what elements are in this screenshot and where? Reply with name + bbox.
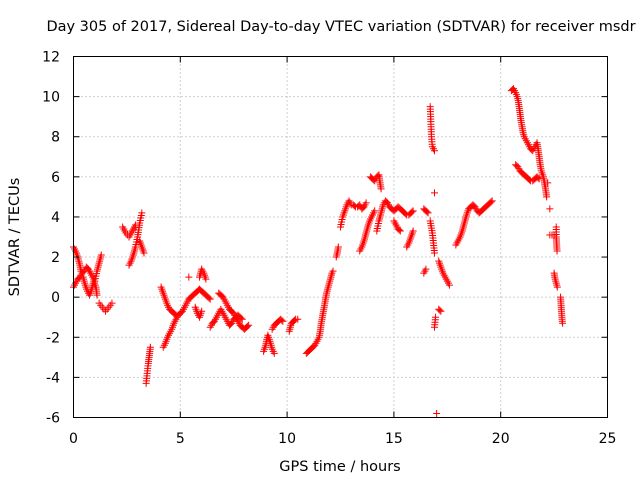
data-point-marker bbox=[174, 311, 182, 319]
data-point-marker bbox=[430, 249, 438, 257]
data-point-marker bbox=[395, 226, 403, 234]
y-tick-labels: -6 -4 -2 0 2 4 6 8 10 12 bbox=[42, 50, 60, 427]
data-point-marker bbox=[329, 267, 337, 275]
data-point-marker bbox=[433, 409, 441, 417]
data-point-marker bbox=[237, 314, 245, 322]
data-point-marker bbox=[362, 199, 370, 207]
plot-frame bbox=[73, 56, 608, 418]
data-point-marker bbox=[138, 209, 146, 217]
x-axis-label: GPS time / hours bbox=[279, 459, 400, 475]
chart-title: Day 305 of 2017, Sidereal Day-to-day VTE… bbox=[46, 19, 635, 35]
y-tick-label: 4 bbox=[51, 210, 60, 226]
data-point-marker bbox=[409, 207, 417, 215]
x-tick-label: 0 bbox=[69, 431, 78, 447]
y-axis-label: SDTVAR / TECUs bbox=[7, 178, 23, 297]
y-tick-label: -6 bbox=[46, 411, 60, 427]
data-point-marker bbox=[488, 197, 496, 205]
x-tick-label: 15 bbox=[385, 431, 403, 447]
data-point-marker bbox=[140, 249, 148, 257]
y-tick-label: 2 bbox=[51, 250, 60, 266]
data-point-marker bbox=[244, 322, 252, 330]
y-tick-label: 8 bbox=[51, 130, 60, 146]
data-point-marker bbox=[371, 207, 379, 215]
data-point-marker bbox=[546, 205, 554, 213]
data-point-marker bbox=[97, 251, 105, 259]
data-point-marker bbox=[108, 299, 116, 307]
data-point-marker bbox=[377, 185, 385, 193]
data-point-marker bbox=[185, 273, 193, 281]
data-point-marker bbox=[423, 208, 431, 216]
data-point-marker bbox=[77, 267, 85, 275]
data-point-marker bbox=[436, 306, 444, 314]
x-tick-labels: 0 5 10 15 20 25 bbox=[69, 431, 616, 447]
x-tick-label: 20 bbox=[492, 431, 510, 447]
grid-lines bbox=[73, 56, 608, 418]
data-point-marker bbox=[202, 275, 210, 283]
data-point-marker bbox=[408, 208, 416, 216]
data-point-marker bbox=[396, 227, 404, 235]
data-point-marker bbox=[198, 307, 206, 315]
data-point-marker bbox=[445, 281, 453, 289]
data-point-marker bbox=[559, 319, 567, 327]
data-point-marker bbox=[206, 295, 214, 303]
data-point-marker bbox=[93, 291, 101, 299]
data-point-marker bbox=[279, 317, 287, 325]
data-point-marker bbox=[430, 189, 438, 197]
data-point-marker bbox=[535, 175, 543, 183]
data-point-marker bbox=[291, 316, 299, 324]
data-point-marker bbox=[544, 179, 552, 187]
data-point-marker bbox=[430, 147, 438, 155]
data-point-marker bbox=[409, 227, 417, 235]
data-point-marker bbox=[534, 174, 542, 182]
y-tick-label: 10 bbox=[42, 90, 60, 106]
data-point-marker bbox=[270, 349, 278, 357]
y-tick-label: -2 bbox=[46, 330, 60, 346]
y-tick-label: 6 bbox=[51, 170, 60, 186]
axis-ticks bbox=[73, 56, 608, 418]
data-point-marker bbox=[553, 283, 561, 291]
data-point-marker bbox=[278, 316, 286, 324]
x-tick-label: 5 bbox=[176, 431, 185, 447]
data-point-marker bbox=[422, 265, 430, 273]
data-point-marker bbox=[487, 198, 495, 206]
data-point-marker bbox=[374, 172, 382, 180]
x-tick-label: 10 bbox=[278, 431, 296, 447]
data-point-marker bbox=[424, 209, 432, 217]
data-point-marker bbox=[294, 315, 302, 323]
data-point-marker bbox=[334, 243, 342, 251]
y-tick-label: 12 bbox=[42, 50, 60, 66]
data-point-marker bbox=[543, 193, 551, 201]
data-point-marker bbox=[205, 294, 213, 302]
x-tick-label: 25 bbox=[599, 431, 617, 447]
data-point-marker bbox=[432, 313, 440, 321]
y-tick-label: -4 bbox=[46, 370, 60, 386]
data-point-marker bbox=[437, 307, 445, 315]
data-point-marker bbox=[553, 247, 561, 255]
data-point-marker bbox=[146, 343, 154, 351]
y-tick-label: 0 bbox=[51, 290, 60, 306]
data-point-marker bbox=[245, 321, 253, 329]
data-points bbox=[70, 85, 567, 417]
